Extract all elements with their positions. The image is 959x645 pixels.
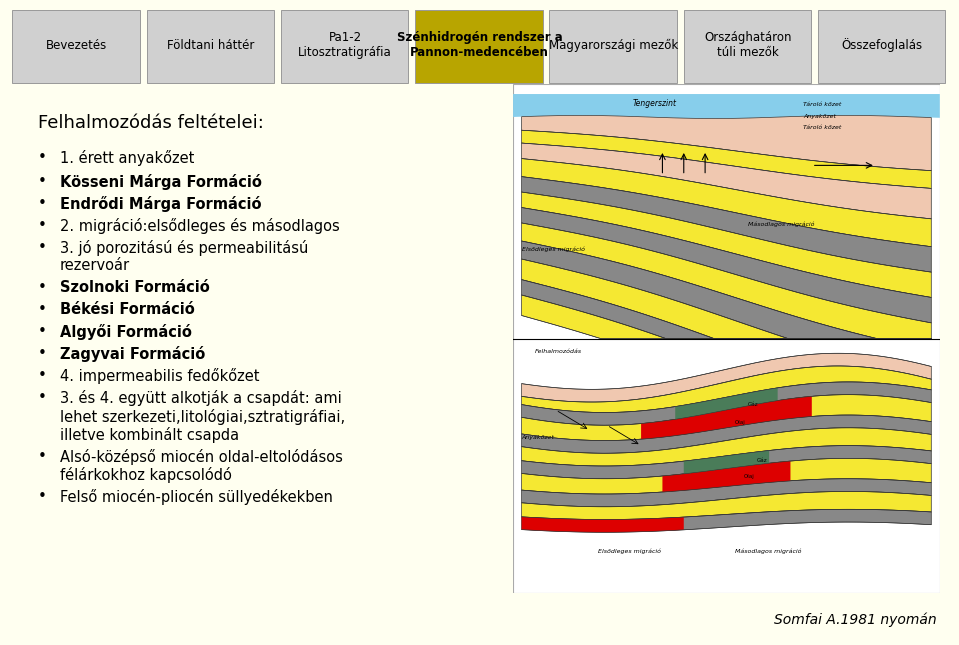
Text: Felhalmozódás: Felhalmozódás [534, 349, 581, 354]
Text: lehet szerkezeti,litológiai,sztratigráfiai,: lehet szerkezeti,litológiai,sztratigráfi… [60, 408, 345, 424]
Text: Endrődi Márga Formáció: Endrődi Márga Formáció [60, 196, 262, 212]
Polygon shape [522, 491, 931, 519]
Text: Algyői Formáció: Algyői Formáció [60, 324, 192, 341]
Text: •: • [38, 303, 47, 317]
FancyBboxPatch shape [415, 10, 543, 83]
FancyBboxPatch shape [12, 10, 140, 83]
Text: •: • [38, 196, 47, 211]
Polygon shape [522, 295, 931, 339]
Polygon shape [522, 208, 931, 323]
Polygon shape [522, 517, 684, 532]
Text: •: • [38, 346, 47, 361]
Text: Bevezetés: Bevezetés [46, 39, 107, 52]
Text: Magyarországi mezők: Magyarországi mezők [550, 39, 678, 52]
Text: Felhalmozódás feltételei:: Felhalmozódás feltételei: [38, 114, 264, 132]
Polygon shape [513, 94, 940, 119]
Text: 3. jó porozitású és permeabilitású: 3. jó porozitású és permeabilitású [60, 240, 309, 256]
Polygon shape [522, 366, 931, 413]
Polygon shape [522, 159, 931, 246]
Polygon shape [522, 130, 931, 188]
Polygon shape [522, 115, 931, 171]
Text: Tengerszint: Tengerszint [633, 99, 676, 108]
Text: •: • [38, 390, 47, 406]
Text: 3. és 4. együtt alkotják a csapdát: ami: 3. és 4. együtt alkotják a csapdát: ami [60, 390, 341, 406]
Text: félárkokhoz kapcsolódó: félárkokhoz kapcsolódó [60, 466, 232, 482]
Polygon shape [663, 461, 790, 492]
Polygon shape [522, 192, 931, 297]
Text: Olaj: Olaj [735, 420, 746, 425]
Text: Másodlagos migráció: Másodlagos migráció [748, 221, 814, 227]
Polygon shape [522, 241, 931, 339]
Polygon shape [522, 177, 931, 272]
FancyBboxPatch shape [684, 10, 811, 83]
Text: •: • [38, 150, 47, 165]
Polygon shape [522, 446, 931, 479]
Text: Másodlagos migráció: Másodlagos migráció [735, 548, 802, 553]
Text: •: • [38, 368, 47, 383]
Text: Tároló kőzet: Tároló kőzet [804, 102, 842, 106]
Polygon shape [522, 223, 931, 339]
Text: 1. érett anyakőzet: 1. érett anyakőzet [60, 150, 195, 166]
Text: Anyakőzet: Anyakőzet [522, 435, 554, 441]
FancyBboxPatch shape [818, 10, 946, 83]
Text: •: • [38, 324, 47, 339]
Polygon shape [522, 415, 931, 453]
Text: Zagyvai Formáció: Zagyvai Formáció [60, 346, 205, 362]
Polygon shape [522, 428, 931, 466]
Polygon shape [641, 396, 811, 439]
Text: Országhatáron
túli mezők: Országhatáron túli mezők [704, 31, 792, 59]
Text: Anyakőzet: Anyakőzet [804, 114, 836, 119]
FancyBboxPatch shape [281, 10, 409, 83]
Text: Gáz: Gáz [748, 402, 759, 408]
Text: •: • [38, 218, 47, 233]
Polygon shape [522, 280, 931, 339]
Text: Elsődleges migráció: Elsődleges migráció [598, 548, 662, 553]
Polygon shape [522, 479, 931, 507]
Polygon shape [522, 143, 931, 219]
Text: rezervoár: rezervoár [60, 258, 130, 273]
Text: Szolnoki Formáció: Szolnoki Formáció [60, 280, 210, 295]
Text: Szénhidrogén rendszer a
Pannon-medencében: Szénhidrogén rendszer a Pannon-medencébe… [397, 31, 562, 59]
Text: Somfai A.1981 nyomán: Somfai A.1981 nyomán [774, 613, 936, 627]
Text: Tároló kőzet: Tároló kőzet [804, 124, 842, 130]
Text: Összefoglalás: Összefoglalás [842, 38, 923, 52]
Polygon shape [675, 388, 778, 419]
Text: 4. impermeabilis fedőkőzet: 4. impermeabilis fedőkőzet [60, 368, 260, 384]
Polygon shape [684, 450, 769, 474]
Text: Kösseni Márga Formáció: Kösseni Márga Formáció [60, 174, 262, 190]
Text: illetve kombinált csapda: illetve kombinált csapda [60, 426, 239, 442]
FancyBboxPatch shape [147, 10, 274, 83]
Polygon shape [522, 259, 931, 339]
Text: •: • [38, 174, 47, 189]
FancyBboxPatch shape [550, 10, 677, 83]
Text: Alsó-középső miocén oldal-eltolódásos: Alsó-középső miocén oldal-eltolódásos [60, 449, 343, 464]
Polygon shape [522, 395, 931, 441]
Text: •: • [38, 449, 47, 464]
Polygon shape [522, 459, 931, 494]
Text: •: • [38, 280, 47, 295]
Polygon shape [522, 510, 931, 532]
Text: Olaj: Olaj [743, 473, 755, 479]
Text: Földtani háttér: Földtani háttér [167, 39, 255, 52]
Polygon shape [522, 353, 931, 402]
Text: •: • [38, 489, 47, 504]
Text: Békési Formáció: Békési Formáció [60, 303, 195, 317]
Text: Elsődleges migráció: Elsődleges migráció [522, 247, 585, 252]
Text: Felső miocén-pliocén süllyedékekben: Felső miocén-pliocén süllyedékekben [60, 489, 333, 504]
Text: Pa1-2
Litosztratigráfia: Pa1-2 Litosztratigráfia [298, 31, 392, 59]
Text: •: • [38, 240, 47, 255]
Text: 2. migráció:elsődleges és másodlagos: 2. migráció:elsődleges és másodlagos [60, 218, 339, 234]
Text: Gáz: Gáz [757, 459, 767, 463]
Polygon shape [522, 382, 931, 425]
